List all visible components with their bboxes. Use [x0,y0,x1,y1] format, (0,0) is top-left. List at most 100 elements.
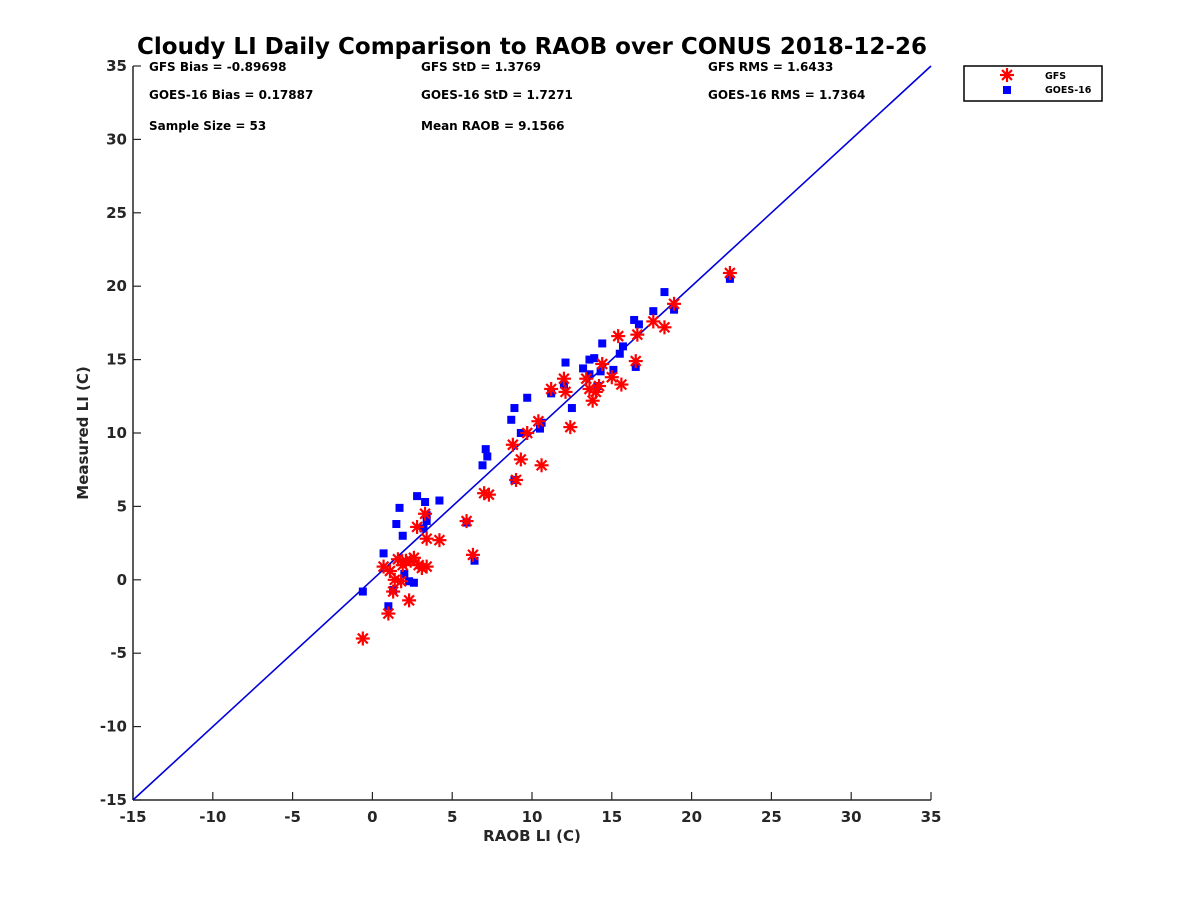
legend-box [963,65,1103,102]
gfs-point [628,354,643,369]
x-tick-label: 10 [522,808,543,826]
goes16-point [510,404,519,413]
legend-label-gfs: GFS [1045,71,1066,82]
gfs-point [544,381,559,396]
goes16-point [615,349,624,358]
gfs-point [386,584,401,599]
gfs-point [509,472,524,487]
y-tick-label: -10 [100,718,127,736]
goes16-point [400,569,409,578]
y-tick-label: -5 [110,644,127,662]
goes16-point [419,524,428,533]
gfs-point [531,414,546,429]
x-tick-label: -15 [119,808,146,826]
gfs-point [614,377,629,392]
goes16-point [409,578,418,587]
goes16-point [478,461,487,470]
stat-goes-std: GOES-16 StD = 1.7271 [421,88,573,102]
goes16-point [481,445,490,454]
gfs-point [592,379,607,394]
goes16-point [596,367,605,376]
plot-area: -15 -10 -5 0 5 10 15 20 25 30 35 -15 -10 -5 0 5 10 15 20 25… [100,57,942,826]
goes16-point [379,549,388,558]
goes16-point [384,602,393,611]
legend-goes-marker [1003,86,1011,94]
stat-gfs-std: GFS StD = 1.3769 [421,60,541,74]
x-tick-label: 15 [601,808,622,826]
gfs-point [558,384,573,399]
goes16-point [421,497,430,506]
gfs-point [381,606,396,621]
goes16-point [392,520,401,529]
stat-sample-size: Sample Size = 53 [149,119,266,133]
y-tick-label: 10 [106,424,127,442]
x-tick-label: 20 [681,808,702,826]
goes16-point [630,315,639,324]
gfs-point [419,531,434,546]
gfs-point [630,327,645,342]
goes16-point [507,415,516,424]
gfs-point [513,452,528,467]
gfs-point [465,547,480,562]
goes16-point [435,496,444,505]
y-tick-label: 25 [106,204,127,222]
goes16-point [649,307,658,316]
gfs-point [534,458,549,473]
gfs-point [355,631,370,646]
goes16-point [567,404,576,413]
y-tick-label: 15 [106,351,127,369]
goes16-point [358,587,367,596]
gfs-point [646,314,661,329]
goes16-point [585,355,594,364]
x-tick-label: 25 [761,808,782,826]
y-tick-label: 5 [117,497,127,515]
gfs-point [481,487,496,502]
gfs-point [410,519,425,534]
gfs-point [563,420,578,435]
stat-gfs-rms: GFS RMS = 1.6433 [708,60,833,74]
gfs-point [604,370,619,385]
y-tick-label: 0 [117,571,127,589]
y-tick-label: 20 [106,277,127,295]
legend-gfs-asterisk [1000,68,1014,82]
x-tick-label: -5 [284,808,301,826]
chart-title: Cloudy LI Daily Comparison to RAOB over … [137,34,927,60]
gfs-point [556,371,571,386]
y-axis-label: Measured LI (C) [74,366,92,499]
legend: GFS GOES-16 [963,65,1103,102]
goes16-point [483,452,492,461]
stat-goes-bias: GOES-16 Bias = 0.17887 [149,88,313,102]
y-tick-label: 35 [106,57,127,75]
goes16-point [537,418,546,427]
legend-gfs-marker [1000,68,1014,82]
legend-label-goes: GOES-16 [1045,85,1092,96]
goes16-point [561,358,570,367]
x-tick-label: 0 [367,808,377,826]
gfs-point [505,437,520,452]
goes16-point [470,556,479,565]
gfs-point [419,559,434,574]
gfs-point [402,593,417,608]
x-axis-label: RAOB LI (C) [483,827,581,845]
goes16-point [395,503,404,512]
gfs-point [520,426,535,440]
goes16-point [523,393,532,402]
stats-block: GFS Bias = -0.89698 GFS StD = 1.3769 GFS… [149,60,865,133]
goes16-point [618,342,627,351]
gfs-point [579,371,594,386]
x-tick-label: 35 [921,808,942,826]
goes16-point [590,354,599,363]
gfs-point [722,265,737,280]
stat-gfs-bias: GFS Bias = -0.89698 [149,60,286,74]
x-tick-label: 30 [841,808,862,826]
x-tick-label: -10 [199,808,226,826]
goes16-point [422,517,431,526]
y-tick-label: -15 [100,791,127,809]
goes16-point [405,577,414,586]
goes16-point [535,424,544,433]
goes16-point [598,339,607,348]
goes16-point [660,288,669,297]
stat-goes-rms: GOES-16 RMS = 1.7364 [708,88,865,102]
goes16-point [398,531,407,540]
goes16-point [634,320,643,329]
